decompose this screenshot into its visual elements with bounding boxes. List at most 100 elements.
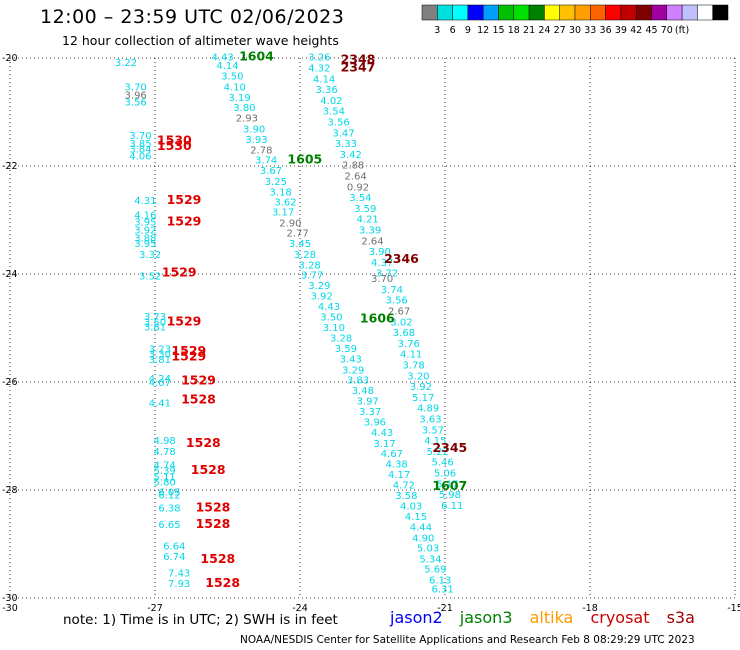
wave-height-value: 3.32 — [139, 250, 161, 261]
pass-time-label: 1529 — [167, 213, 202, 228]
wave-height-value: 3.54 — [323, 107, 345, 118]
pass-time-label: 1528 — [191, 462, 226, 477]
wave-height-value: 3.67 — [260, 166, 282, 177]
wave-height-value: 3.22 — [115, 58, 137, 69]
wave-height-value: 6.65 — [158, 520, 180, 531]
wave-height-value: 3.95 — [134, 239, 156, 250]
wave-height-value: 4.32 — [308, 64, 330, 75]
pass-time-label: 1530 — [157, 132, 192, 147]
scale-label: 21 — [523, 25, 535, 36]
wave-height-value: 3.19 — [228, 93, 250, 104]
pass-time-label: 1528 — [186, 435, 221, 450]
chart-title: 12:00 – 23:59 UTC 02/06/2023 — [40, 6, 345, 28]
wave-height-value: 3.63 — [419, 415, 441, 426]
wave-height-value: 4.21 — [357, 215, 379, 226]
wave-height-value: 3.39 — [359, 226, 381, 237]
scale-label: 39 — [615, 25, 627, 36]
wave-height-value: 4.31 — [134, 196, 156, 207]
pass-time-label: 1529 — [167, 192, 202, 207]
wave-height-value: 4.15 — [405, 512, 427, 523]
wave-height-value: 4.15 — [424, 436, 446, 447]
wave-height-value: 3.29 — [342, 365, 364, 376]
wave-height-value: 2.67 — [388, 307, 410, 318]
wave-height-value: 3.25 — [265, 177, 287, 188]
wave-height-value: 5.17 — [412, 393, 434, 404]
wave-height-value: 4.14 — [313, 74, 335, 85]
scale-label: 27 — [554, 25, 566, 36]
wave-height-value: 3.47 — [332, 128, 354, 139]
x-tick-label: -27 — [147, 603, 163, 614]
chart-subtitle: 12 hour collection of altimeter wave hei… — [62, 33, 339, 48]
wave-height-value: 4.06 — [129, 152, 151, 163]
wave-height-value: 3.30 — [149, 350, 171, 361]
scale-label: 18 — [508, 25, 520, 36]
wave-height-value: 6.38 — [158, 504, 180, 515]
wave-height-value: 3.52 — [139, 271, 161, 282]
wave-height-value: 3.36 — [315, 85, 337, 96]
pass-time-label: 2346 — [384, 251, 419, 266]
wave-height-value: 3.84 — [129, 145, 151, 156]
wave-height-value: 3.33 — [335, 139, 357, 150]
wave-height-value: 4.37 — [371, 258, 393, 269]
wave-height-value: 3.70 — [129, 131, 151, 142]
wave-height-value: 3.92 — [134, 226, 156, 237]
wave-height-value: 4.24 — [149, 374, 171, 385]
wave-height-value: 3.59 — [335, 344, 357, 355]
wave-height-value: 4.10 — [224, 82, 246, 93]
pass-time-label: 1529 — [171, 348, 206, 363]
scale-label: 30 — [569, 25, 581, 36]
scale-label: 45 — [645, 25, 657, 36]
wave-height-value: 2.64 — [344, 172, 366, 183]
pass-time-label: 1606 — [360, 311, 395, 326]
wave-height-value: 2.78 — [250, 146, 272, 157]
satellite-jason2: jason2 — [390, 608, 443, 627]
wave-height-value: 3.80 — [233, 103, 255, 114]
wave-height-value: 5.03 — [417, 544, 439, 555]
wave-height-value: 5.22 — [427, 447, 449, 458]
pass-time-label: 1530 — [157, 138, 192, 153]
wave-height-value: 4.43 — [371, 428, 393, 439]
wave-height-value: 4.72 — [393, 480, 415, 491]
wave-height-value: 3.76 — [398, 339, 420, 350]
wave-height-value: 4.38 — [386, 459, 408, 470]
y-tick-label: -20 — [2, 53, 18, 64]
wave-height-value: 3.96 — [364, 418, 386, 429]
wave-height-value: 3.17 — [272, 208, 294, 219]
wave-height-value: 3.95 — [134, 217, 156, 228]
wave-height-value: 5.06 — [434, 469, 456, 480]
wave-height-value: 3.58 — [395, 491, 417, 502]
wave-height-value: 6.12 — [158, 491, 180, 502]
satellite-legend: jason2 jason3 altika cryosat s3a — [390, 608, 707, 627]
wave-height-value: 3.10 — [323, 323, 345, 334]
wave-height-value: 3.18 — [270, 188, 292, 199]
x-tick-label: -24 — [292, 603, 308, 614]
scale-label: 36 — [600, 25, 612, 36]
wave-height-value: 3.23 — [149, 344, 171, 355]
y-tick-label: -26 — [2, 377, 18, 388]
wave-height-value: 3.72 — [376, 269, 398, 280]
wave-height-value: 6.05 — [158, 487, 180, 498]
scale-label: 6 — [450, 25, 456, 36]
wave-height-value: 5.34 — [419, 554, 441, 565]
wave-height-value: 4.89 — [417, 404, 439, 415]
wave-height-value: 3.57 — [422, 425, 444, 436]
wave-height-value: 3.56 — [125, 98, 147, 109]
y-tick-label: -24 — [2, 269, 18, 280]
wave-height-value: 4.07 — [149, 378, 171, 389]
wave-height-value: 3.54 — [349, 193, 371, 204]
wave-height-value: 4.44 — [410, 523, 432, 534]
wave-height-value: 3.78 — [402, 361, 424, 372]
credit-line: NOAA/NESDIS Center for Satellite Applica… — [240, 634, 695, 646]
wave-height-value: 5.39 — [154, 466, 176, 477]
wave-height-value: 3.81 — [144, 323, 166, 334]
wave-height-value: 3.28 — [299, 261, 321, 272]
wave-height-value: 3.02 — [390, 317, 412, 328]
wave-height-value: 3.56 — [328, 118, 350, 129]
wave-height-value: 3.43 — [340, 355, 362, 366]
pass-time-label: 1529 — [162, 265, 197, 280]
wave-height-value: 3.20 — [407, 371, 429, 382]
wave-height-value: 5.98 — [439, 490, 461, 501]
wave-height-value: 3.68 — [393, 328, 415, 339]
wave-height-value: 6.11 — [441, 501, 463, 512]
wave-height-value: 3.77 — [301, 270, 323, 281]
